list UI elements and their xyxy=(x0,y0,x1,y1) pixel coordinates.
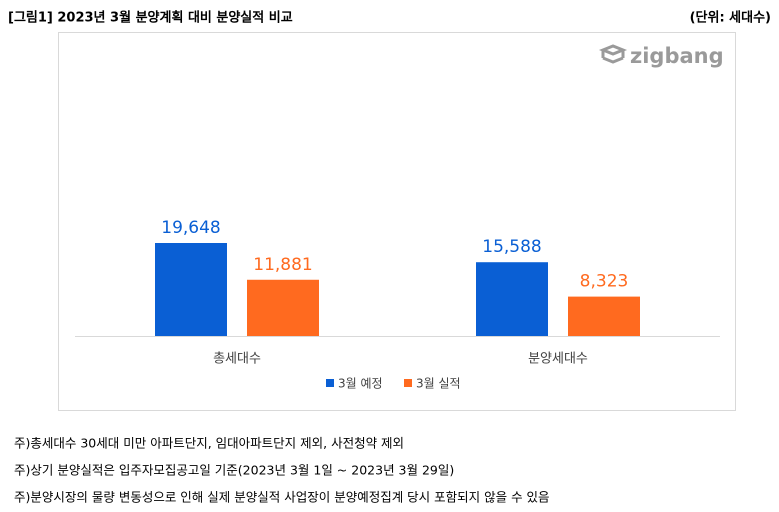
value-label: 8,323 xyxy=(580,272,629,292)
logo-icon xyxy=(598,44,628,64)
x-tick-label: 총세대수 xyxy=(213,352,261,367)
footnote: 주)총세대수 30세대 미만 아파트단지, 임대아파트단지 제외, 사전청약 제… xyxy=(14,436,404,451)
x-tick-label: 분양세대수 xyxy=(528,352,588,367)
legend-label: 3월 예정 xyxy=(338,377,383,391)
footnote: 주)분양시장의 물량 변동성으로 인해 실제 분양실적 사업장이 분양예정집계 … xyxy=(14,490,550,505)
bar xyxy=(155,243,227,336)
chart-title: [그림1] 2023년 3월 분양계획 대비 분양실적 비교 xyxy=(8,10,293,26)
footnote: 주)상기 분양실적은 입주자모집공고일 기준(2023년 3월 1일 ~ 202… xyxy=(14,463,454,478)
legend-label: 3월 실적 xyxy=(416,377,461,391)
value-label: 19,648 xyxy=(161,218,220,238)
unit-label: (단위: 세대수) xyxy=(690,10,771,26)
bar xyxy=(247,279,319,336)
legend-swatch xyxy=(404,379,412,387)
chart-frame xyxy=(58,32,736,411)
value-label: 11,881 xyxy=(253,255,312,275)
legend-swatch xyxy=(326,379,334,387)
bar xyxy=(568,296,640,336)
logo: zigbang xyxy=(598,44,724,68)
value-label: 15,588 xyxy=(482,237,541,257)
logo-text: zigbang xyxy=(630,44,724,68)
bar xyxy=(476,262,548,336)
